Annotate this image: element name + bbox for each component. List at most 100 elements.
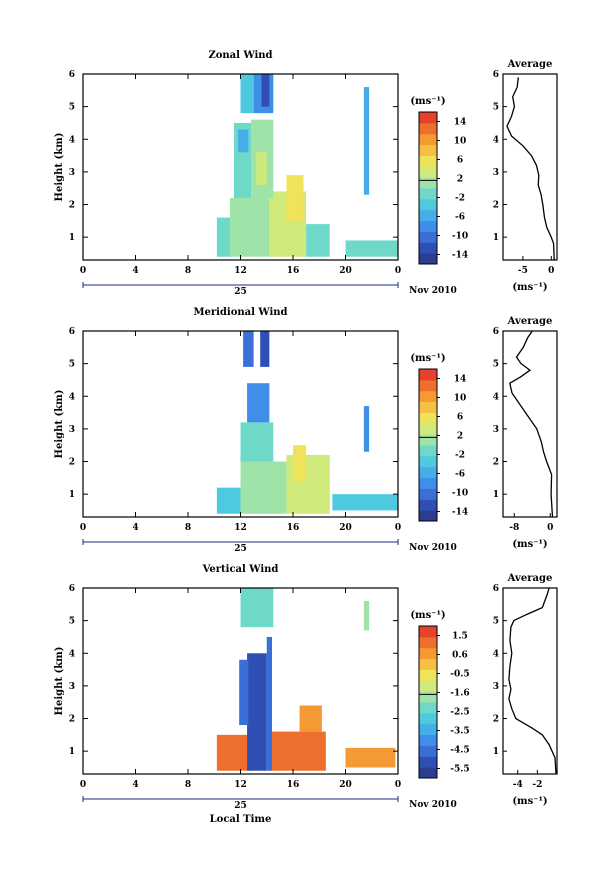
profile-y-tick-label: 4 xyxy=(493,392,499,402)
colorbar-segment xyxy=(419,723,437,736)
x-tick-label: 16 xyxy=(287,523,300,533)
colorbar-tick-label: -5.5 xyxy=(450,765,469,775)
profile-title: Average xyxy=(507,59,553,70)
profile-frame xyxy=(502,73,558,261)
colorbar-segment xyxy=(419,669,437,681)
data-cell xyxy=(345,747,396,768)
data-cell xyxy=(269,731,326,771)
colorbar-tick-label: -14 xyxy=(452,251,468,261)
colorbar-segment xyxy=(419,253,437,265)
data-cell xyxy=(363,406,370,452)
data-cell xyxy=(216,487,241,514)
x-tick-label: 0 xyxy=(395,780,401,790)
data-cell xyxy=(286,455,330,514)
data-cell xyxy=(240,588,274,628)
colorbar-segment xyxy=(419,390,437,403)
profile-y-tick-label: 2 xyxy=(493,458,499,468)
y-tick-label: 6 xyxy=(69,327,75,337)
colorbar-segment xyxy=(419,477,437,489)
colorbar-segment xyxy=(419,658,437,670)
month-label: Nov 2010 xyxy=(409,800,457,810)
colorbar-tick-label: -0.5 xyxy=(450,670,469,680)
panel-title: Meridional Wind xyxy=(193,307,287,318)
data-cell xyxy=(261,74,270,107)
colorbar-segment xyxy=(419,702,437,714)
month-label: Nov 2010 xyxy=(409,543,457,553)
profile-x-label: (ms⁻¹) xyxy=(512,796,547,807)
profile-y-tick-label: 5 xyxy=(493,617,499,627)
profile-line xyxy=(508,587,557,775)
profile-x-label: (ms⁻¹) xyxy=(512,282,547,293)
data-cell xyxy=(240,74,254,114)
colorbar-tick-label: 14 xyxy=(454,118,467,128)
colorbar-tick-label: -10 xyxy=(452,489,468,499)
colorbar-segment xyxy=(419,401,437,413)
y-axis-label: Height (km) xyxy=(54,647,65,716)
profile-x-tick-label: 0 xyxy=(547,523,553,533)
profile-title: Average xyxy=(507,573,553,584)
colorbar-segment xyxy=(419,177,437,189)
colorbar-tick-label: 2 xyxy=(457,432,463,442)
data-cell xyxy=(230,198,270,257)
data-cell xyxy=(237,129,249,153)
colorbar-segment xyxy=(419,155,437,167)
colorbar-segment xyxy=(419,198,437,211)
colorbar-segment xyxy=(419,510,437,522)
profile-y-tick-label: 2 xyxy=(493,715,499,725)
profile-y-tick-label: 3 xyxy=(493,682,499,692)
colorbar-segment xyxy=(419,242,437,254)
x-tick-label: 4 xyxy=(132,523,138,533)
colorbar-tick-label: -3.5 xyxy=(450,727,469,737)
data-cell xyxy=(286,175,304,221)
x-tick-label: 16 xyxy=(287,266,300,276)
colorbar-unit: (ms⁻¹) xyxy=(410,96,445,107)
colorbar-tick-label: 6 xyxy=(457,156,463,166)
profile-y-tick-label: 1 xyxy=(493,490,499,500)
x-tick-label: 4 xyxy=(132,780,138,790)
y-tick-label: 1 xyxy=(69,490,75,500)
data-cell xyxy=(363,601,370,631)
colorbar-tick-label: -4.5 xyxy=(450,746,469,756)
profile-line xyxy=(506,77,555,261)
date-label: 25 xyxy=(234,544,247,554)
x-tick-label: 0 xyxy=(395,266,401,276)
colorbar-tick-label: -10 xyxy=(452,232,468,242)
colorbar-segment xyxy=(419,133,437,146)
colorbar-segment xyxy=(419,369,437,381)
y-tick-label: 4 xyxy=(69,135,75,145)
profile-y-tick-label: 6 xyxy=(493,327,499,337)
profile-x-tick-label: -5 xyxy=(518,266,528,276)
x-tick-label: 8 xyxy=(185,266,191,276)
y-tick-label: 6 xyxy=(69,584,75,594)
data-cell xyxy=(216,217,230,257)
profile-line xyxy=(509,330,554,518)
data-cell xyxy=(240,422,274,462)
colorbar-segment xyxy=(419,691,437,703)
y-tick-label: 4 xyxy=(69,649,75,659)
colorbar-segment xyxy=(419,423,437,435)
profile-y-tick-label: 6 xyxy=(493,584,499,594)
colorbar-segment xyxy=(419,466,437,479)
colorbar-tick-label: -14 xyxy=(452,508,468,518)
profile-x-tick-label: -4 xyxy=(513,780,523,790)
profile-x-tick-label: -8 xyxy=(509,523,519,533)
colorbar-segment xyxy=(419,636,437,649)
profile-y-tick-label: 1 xyxy=(493,747,499,757)
colorbar-segment xyxy=(419,412,437,424)
x-axis-label: Local Time xyxy=(210,814,272,825)
colorbar-frame xyxy=(418,625,438,779)
data-cell xyxy=(243,331,254,367)
data-cell xyxy=(247,383,270,423)
data-cell xyxy=(306,224,330,257)
data-cell xyxy=(216,734,251,771)
colorbar-segment xyxy=(419,144,437,156)
x-tick-label: 0 xyxy=(395,523,401,533)
colorbar-tick-label: 0.6 xyxy=(452,651,468,661)
data-cell xyxy=(239,659,249,726)
x-tick-label: 8 xyxy=(185,523,191,533)
data-cell xyxy=(260,331,270,367)
date-label: 25 xyxy=(234,801,247,811)
data-cell xyxy=(293,445,307,482)
colorbar-segment xyxy=(419,122,437,135)
